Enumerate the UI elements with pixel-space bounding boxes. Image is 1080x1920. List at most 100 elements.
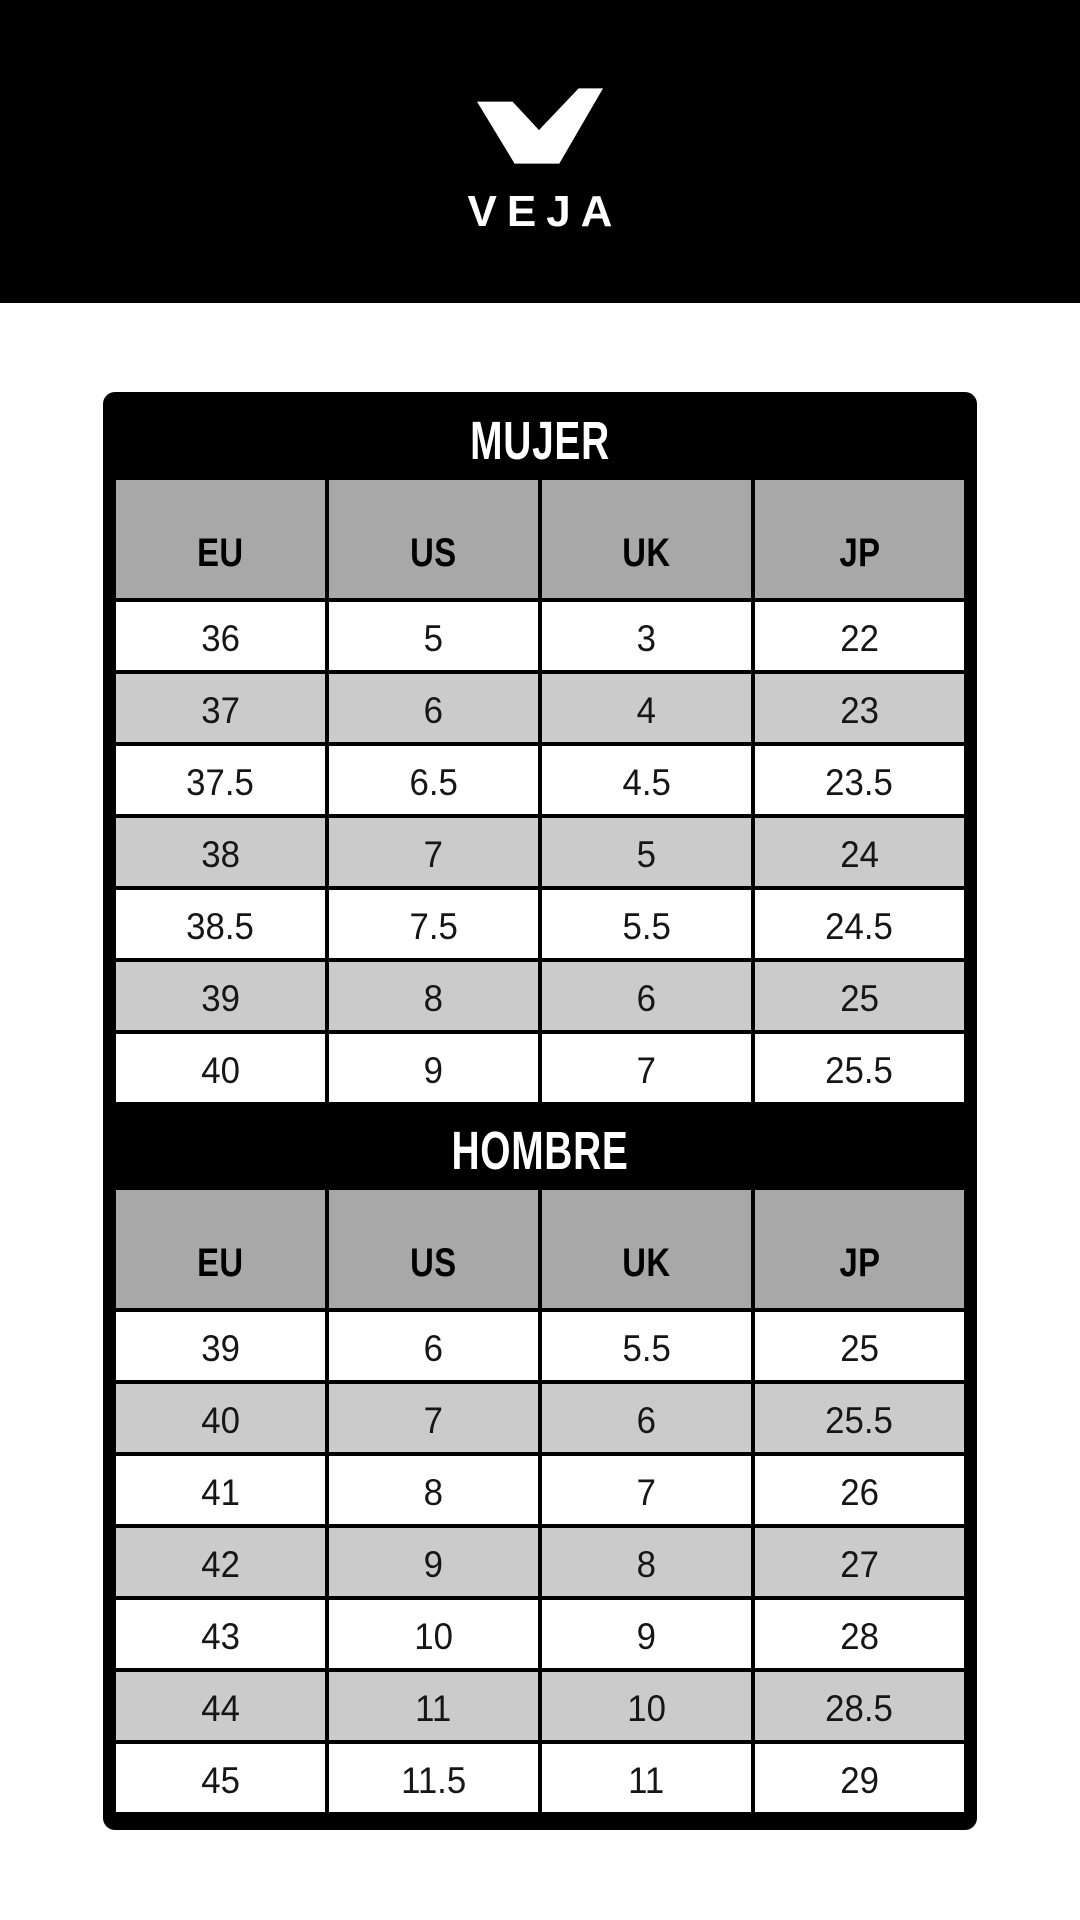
size-value: 28.5 — [825, 1687, 894, 1729]
column-header-jp: JP — [755, 1190, 964, 1308]
size-value: 25.5 — [825, 1399, 894, 1441]
size-value: 4.5 — [622, 761, 671, 803]
column-header-label: EU — [197, 531, 244, 575]
veja-check-icon — [477, 88, 603, 164]
size-value: 7 — [423, 1399, 444, 1441]
size-cell: 10 — [329, 1600, 538, 1668]
size-cell: 5 — [329, 602, 538, 670]
size-value: 40 — [201, 1049, 240, 1091]
column-header-label: US — [410, 1241, 457, 1285]
size-value: 25.5 — [825, 1049, 894, 1091]
size-value: 38.5 — [186, 905, 255, 947]
column-header-label: JP — [839, 531, 880, 575]
size-value: 23 — [840, 689, 879, 731]
size-value: 28 — [840, 1615, 879, 1657]
size-cell: 6 — [542, 1384, 751, 1452]
size-value: 6 — [423, 1327, 444, 1369]
size-cell: 8 — [329, 962, 538, 1030]
size-cell: 40 — [116, 1034, 325, 1102]
size-cell: 28.5 — [755, 1672, 964, 1740]
size-cell: 42 — [116, 1528, 325, 1596]
size-value: 39 — [201, 977, 240, 1019]
size-value: 41 — [201, 1471, 240, 1513]
size-cell: 43 — [116, 1600, 325, 1668]
size-cell: 5.5 — [542, 1312, 751, 1380]
size-cell: 11 — [542, 1744, 751, 1812]
size-value: 8 — [423, 977, 444, 1019]
size-cell: 37.5 — [116, 746, 325, 814]
size-value: 22 — [840, 617, 879, 659]
size-cell: 37 — [116, 674, 325, 742]
size-value: 11 — [628, 1759, 665, 1801]
size-cell: 39 — [116, 1312, 325, 1380]
size-value: 44 — [201, 1687, 240, 1729]
column-header-uk: UK — [542, 480, 751, 598]
size-cell: 6 — [329, 674, 538, 742]
brand-banner: VEJA — [0, 0, 1080, 303]
size-cell: 9 — [329, 1034, 538, 1102]
size-cell: 44 — [116, 1672, 325, 1740]
size-cell: 7 — [542, 1456, 751, 1524]
size-cell: 25.5 — [755, 1034, 964, 1102]
size-value: 10 — [627, 1687, 666, 1729]
size-value: 5.5 — [622, 1327, 671, 1369]
size-cell: 23.5 — [755, 746, 964, 814]
size-value: 7 — [636, 1471, 657, 1513]
size-value: 38 — [201, 833, 240, 875]
size-value: 23.5 — [825, 761, 894, 803]
size-chart-card: MUJER EU US UK JP 36 5 3 22 37 6 4 23 37.5 6.5 4.5 23.5 3… — [103, 392, 977, 1830]
size-value: 9 — [636, 1615, 657, 1657]
size-cell: 45 — [116, 1744, 325, 1812]
size-cell: 5 — [542, 818, 751, 886]
size-value: 42 — [201, 1543, 240, 1585]
table-title-band: HOMBRE — [116, 1102, 964, 1190]
size-cell: 4 — [542, 674, 751, 742]
size-cell: 10 — [542, 1672, 751, 1740]
size-cell: 6 — [542, 962, 751, 1030]
size-value: 9 — [423, 1049, 444, 1091]
veja-logo-text: VEJA — [467, 187, 623, 236]
size-value: 45 — [201, 1759, 240, 1801]
size-cell: 24.5 — [755, 890, 964, 958]
column-header-label: EU — [197, 1241, 244, 1285]
size-value: 24.5 — [825, 905, 894, 947]
column-header-us: US — [329, 480, 538, 598]
size-chart-page: MUJER EU US UK JP 36 5 3 22 37 6 4 23 37.5 6.5 4.5 23.5 3… — [0, 392, 1080, 1830]
size-value: 4 — [636, 689, 657, 731]
size-cell: 28 — [755, 1600, 964, 1668]
size-cell: 9 — [329, 1528, 538, 1596]
size-cell: 8 — [329, 1456, 538, 1524]
size-value: 11.5 — [400, 1759, 467, 1801]
size-cell: 7 — [329, 818, 538, 886]
size-cell: 8 — [542, 1528, 751, 1596]
size-cell: 9 — [542, 1600, 751, 1668]
column-header-uk: UK — [542, 1190, 751, 1308]
size-cell: 5.5 — [542, 890, 751, 958]
size-cell: 24 — [755, 818, 964, 886]
table-title-band: MUJER — [116, 392, 964, 480]
size-value: 24 — [840, 833, 879, 875]
column-header-jp: JP — [755, 480, 964, 598]
size-value: 7 — [423, 833, 444, 875]
size-cell: 6 — [329, 1312, 538, 1380]
size-cell: 7 — [329, 1384, 538, 1452]
size-cell: 6.5 — [329, 746, 538, 814]
size-value: 39 — [201, 1327, 240, 1369]
size-cell: 38 — [116, 818, 325, 886]
size-cell: 4.5 — [542, 746, 751, 814]
size-value: 10 — [414, 1615, 453, 1657]
size-value: 6 — [636, 1399, 657, 1441]
size-value: 6 — [423, 689, 444, 731]
size-cell: 23 — [755, 674, 964, 742]
size-value: 25 — [840, 1327, 879, 1369]
column-header-label: US — [410, 531, 457, 575]
size-cell: 26 — [755, 1456, 964, 1524]
size-value: 37.5 — [186, 761, 255, 803]
size-table-hombre: HOMBRE EU US UK JP 39 6 5.5 25 40 7 6 25.5 41 8 7 26 42 9 8… — [116, 1102, 964, 1812]
size-cell: 25 — [755, 1312, 964, 1380]
size-value: 3 — [636, 617, 657, 659]
size-value: 7.5 — [409, 905, 458, 947]
size-value: 8 — [636, 1543, 657, 1585]
size-value: 6.5 — [409, 761, 458, 803]
size-value: 37 — [201, 689, 240, 731]
